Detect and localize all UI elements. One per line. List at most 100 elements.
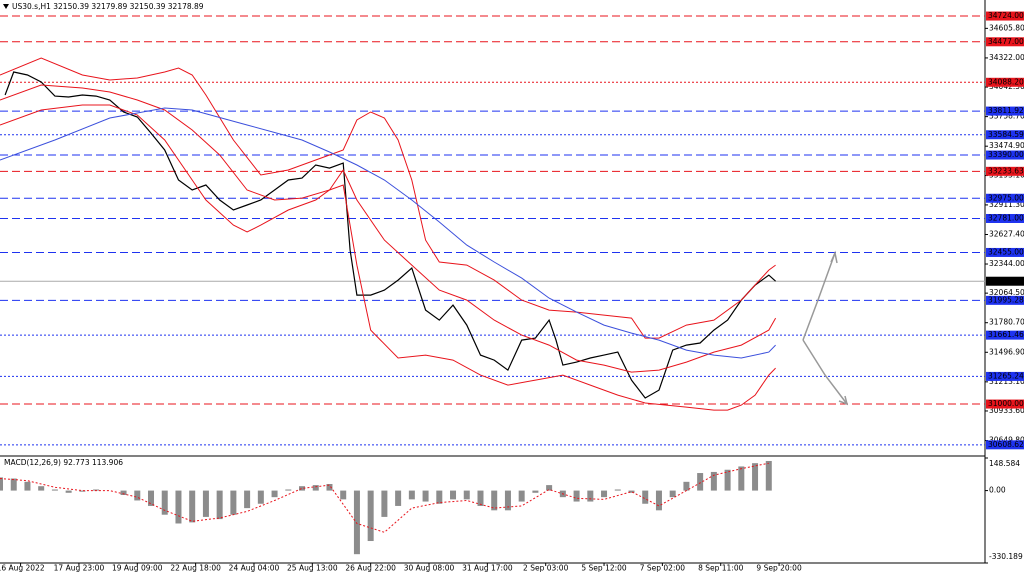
x-tick-label: 17 Aug 23:00 [54,564,105,573]
level-label: 30608.62 [988,440,1024,449]
indicator-line [0,57,776,339]
macd-bar [573,490,580,502]
signal-line [0,462,769,533]
macd-bar [216,490,223,520]
macd-bar [724,469,731,491]
macd-bar [532,490,539,493]
y-tick-label: 31213.10 [989,377,1024,386]
macd-bar [710,471,717,491]
macd-bar [120,490,127,495]
y-tick-label: 31496.90 [989,347,1024,356]
x-tick-label: 9 Sep 20:00 [756,564,802,573]
level-label-box [986,193,1024,203]
level-label: 32178.89 [988,276,1024,285]
level-label-box [986,247,1024,257]
macd-bar [504,490,511,511]
macd-bar [189,490,196,523]
y-tick-label: 30649.80 [989,436,1024,445]
macd-bar [10,478,17,491]
macd-bar [601,490,608,498]
macd-bar [257,490,264,504]
level-label-box [986,77,1024,87]
level-label: 32455.00 [988,247,1024,256]
y-tick-label: 34322.00 [989,53,1024,62]
macd-bar [614,489,621,491]
projection-arrows [802,250,849,406]
level-label: 33390.00 [988,150,1024,159]
x-tick-label: 8 Sep 11:00 [698,564,744,573]
macd-bar [79,490,86,492]
macd-bar [395,490,402,506]
y-tick-label: 32344.00 [989,259,1024,268]
macd-bar [0,477,3,491]
x-tick-label: 25 Aug 13:00 [287,564,338,573]
level-label-box [986,213,1024,223]
indicator-line [0,104,776,411]
macd-bar [697,473,704,491]
menu-icon[interactable] [3,4,9,9]
level-label-box [986,440,1024,450]
arrow-up [802,252,836,341]
macd-bar [353,490,360,555]
arrowhead [830,250,838,264]
level-label: 34724.00 [988,11,1024,20]
y-tick-label: -330.189 [989,552,1023,561]
level-label: 31995.28 [988,295,1024,304]
macd-bar [546,485,553,491]
macd-bar [175,490,182,524]
arrow-down [802,339,848,405]
macd-bar [271,490,278,498]
arrowhead [838,395,849,406]
chart-title: US30.s,H1 32150.39 32179.89 32150.39 321… [12,2,204,11]
y-tick-label: 0.00 [989,486,1006,495]
macd-bar [326,484,333,491]
y-tick-label: 30933.60 [989,406,1024,415]
level-label: 33811.92 [988,106,1024,115]
macd-bar [463,490,470,500]
x-tick-label: 22 Aug 18:00 [170,564,221,573]
macd-bar [765,460,772,491]
level-label: 33233.63 [988,166,1024,175]
y-tick-label: 32627.40 [989,229,1024,238]
macd-bar [38,486,45,491]
macd-bar [738,466,745,491]
x-tick-label: 5 Sep 12:00 [581,564,627,573]
macd-bar [642,490,649,504]
x-tick-label: 7 Sep 02:00 [640,564,686,573]
macd-bar [312,485,319,491]
macd-bar [477,490,484,506]
macd-bar [628,490,635,493]
level-label: 33584.59 [988,130,1024,139]
macd-bar [202,490,209,517]
macd-bar [422,490,429,502]
macd-bar [683,481,690,491]
y-tick-label: 32911.30 [989,200,1024,209]
macd-bar [367,490,374,542]
level-label-box [986,150,1024,160]
level-label-box [986,399,1024,409]
x-tick-label: 19 Aug 09:00 [112,564,163,573]
y-tick-label: 34605.80 [989,23,1024,32]
price-line [4,71,777,399]
price-pane: 34605.8034322.0034042.5033758.7033474.90… [0,11,1024,450]
macd-bar [65,490,72,493]
indicator-line [0,107,776,359]
level-label-box [986,330,1024,340]
level-label-box [986,37,1024,47]
level-label: 31265.24 [988,371,1024,380]
macd-bar [518,490,525,502]
macd-bar [752,463,759,491]
level-label: 32975.00 [988,193,1024,202]
level-label: 31000.00 [988,399,1024,408]
level-label-box [986,106,1024,116]
macd-bar [244,490,251,509]
x-tick-label: 30 Aug 08:00 [404,564,455,573]
macd-bar [340,490,347,500]
macd-bar [408,490,415,500]
macd-bar [148,490,155,506]
level-label-box [986,371,1024,381]
macd-bar [587,490,594,502]
x-tick-label: 16 Aug 2022 [0,564,45,573]
y-tick-label: 33758.70 [989,112,1024,121]
